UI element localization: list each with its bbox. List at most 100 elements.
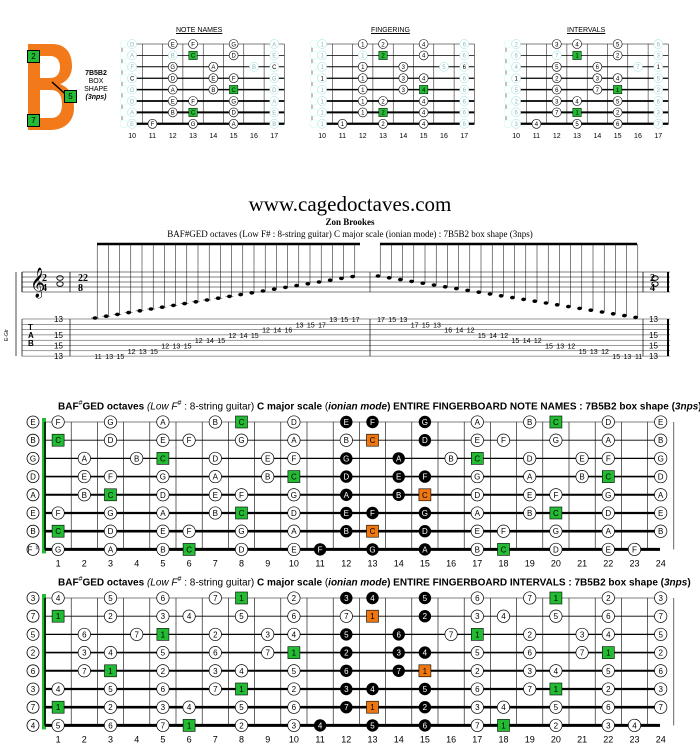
svg-text:7: 7 [31,703,36,712]
fret-number: 1 [56,558,61,568]
svg-text:2: 2 [514,42,518,48]
svg-text:1: 1 [320,122,324,128]
scale-note: 4 [103,646,118,660]
scale-note: 6 [156,682,170,696]
svg-text:6: 6 [514,111,518,117]
box-note: E [392,470,405,483]
scale-note: D [208,451,222,465]
svg-text:B: B [658,436,663,445]
svg-text:2: 2 [616,54,620,60]
svg-text:5: 5 [56,721,61,730]
mini-fret-number: 15 [420,133,428,140]
svg-text:3: 3 [31,685,36,694]
scale-note: G [549,433,563,447]
scale-note: D [470,488,484,502]
svg-text:2: 2 [423,703,428,712]
svg-text:2: 2 [161,667,166,676]
svg-text:C: C [605,473,611,482]
svg-text:7: 7 [596,88,600,94]
scale-note: 7 [339,609,353,623]
svg-text:1: 1 [161,630,166,639]
svg-text:7: 7 [265,649,270,658]
svg-text:A: A [130,54,134,60]
box-note: D [418,525,432,538]
scale-note: B [130,451,144,465]
svg-text:E: E [211,77,215,83]
box-note: 2 [340,646,353,659]
tab-number: 12 [229,333,237,340]
title-part: 7B5B2 [574,577,606,589]
svg-text:A: A [272,99,276,105]
svg-text:1: 1 [514,77,518,83]
scale-note: B [523,415,537,429]
root-note: 1 [235,682,248,696]
root-note: 1 [156,628,170,641]
scale-note: D [156,488,170,502]
mini-fretboard-intervals: 2 3 4 5 66 7 1 2 34 5 6 7 11 2 3 4 55 6 7 1 22 3 4 5 66 7 1 2 33 4 5 6 7… [503,39,669,140]
scale-note: 4 [234,664,249,678]
svg-text:1: 1 [575,54,579,60]
svg-text:1: 1 [361,99,365,105]
svg-text:A: A [211,65,215,71]
fret-number: 23 [629,558,639,568]
svg-text:C: C [55,527,61,536]
fret-number: 18 [498,558,508,568]
scale-note: 5 [601,664,615,678]
svg-text:C: C [370,527,376,536]
open-string-note: 7 [26,700,40,714]
svg-text:3: 3 [555,42,559,48]
fret-number: 7 [213,734,218,744]
box-note: A [418,543,432,556]
svg-text:2: 2 [381,111,385,117]
scale-note: F [51,506,65,520]
note-head [465,288,470,293]
box-note: F [366,506,379,520]
root-note: 1 [182,719,196,732]
note-head [249,291,255,295]
svg-text:G: G [422,418,428,427]
svg-text:4: 4 [501,703,506,712]
svg-text:1: 1 [56,703,61,712]
svg-text:7: 7 [475,721,480,730]
tab-number: 15 [54,342,63,351]
svg-text:4: 4 [606,630,611,639]
svg-text:B: B [344,436,349,445]
scale-note: G [234,524,249,538]
note-head [554,303,560,307]
svg-text:E: E [527,491,532,500]
svg-text:4: 4 [575,99,579,105]
mini-fret-number: 14 [209,133,217,140]
svg-text:3: 3 [396,649,401,658]
scale-note: 4 [627,718,642,732]
scale-note: 2 [287,591,301,605]
scale-note: E [77,470,91,484]
open-string-note: B [26,524,40,538]
scale-note: F [496,524,511,538]
svg-text:6: 6 [475,685,480,694]
scale-note: 3 [654,682,668,696]
svg-text:D: D [231,54,236,60]
svg-text:2: 2 [108,612,113,621]
root-note: C [51,524,65,538]
scale-note: E [261,451,275,465]
svg-text:3: 3 [555,99,559,105]
root-note: 1 [601,646,615,659]
note-head [610,312,616,316]
scale-note: 2 [654,646,668,660]
svg-text:3: 3 [292,721,297,730]
tab-number: 13 [649,352,658,361]
svg-text:G: G [474,473,480,482]
svg-text:4: 4 [56,594,61,603]
scale-note: G [549,524,563,538]
svg-text:B: B [30,436,35,445]
svg-text:D: D [605,509,611,518]
svg-text:7: 7 [658,703,663,712]
svg-text:D: D [272,88,277,94]
tab-number: 13 [649,315,658,324]
shape-label: 7B5B2 BOX SHAPE (3nps) [78,70,114,102]
svg-text:6: 6 [606,703,611,712]
note-head [283,285,288,290]
site-url: www.cagedoctaves.com [248,192,452,216]
svg-text:1: 1 [108,667,113,676]
